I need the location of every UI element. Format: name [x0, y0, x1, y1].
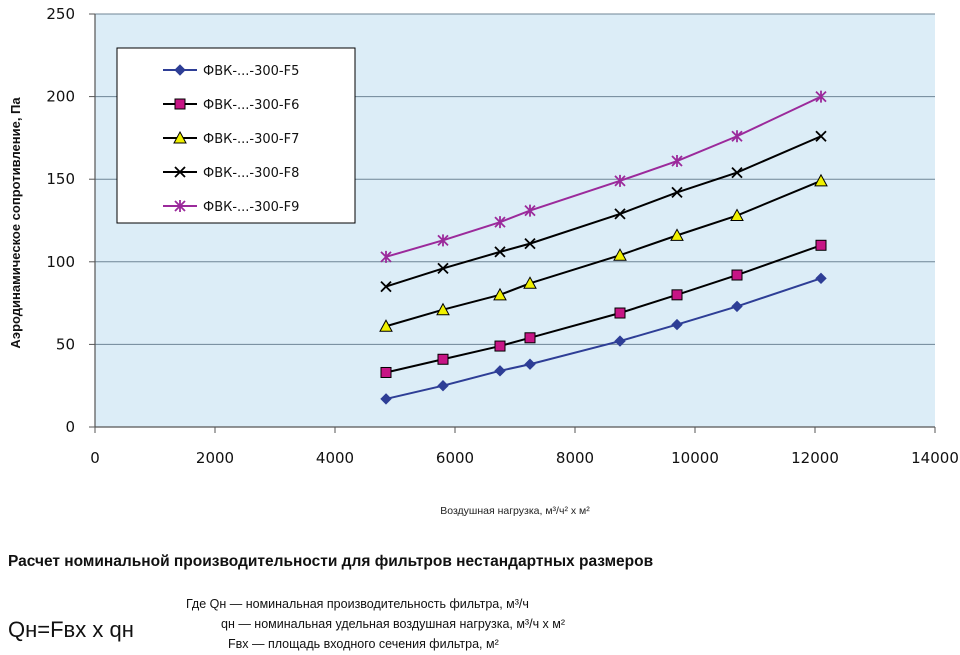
data-point: [174, 98, 186, 110]
data-point: [524, 204, 536, 217]
series-1: [380, 272, 827, 405]
y-tick-label: 150: [46, 170, 75, 188]
data-point: [814, 173, 828, 187]
definition-fvx: Fвх — площадь входного сечения фильтра, …: [228, 637, 499, 651]
data-point: [380, 366, 392, 378]
data-point: [731, 269, 743, 281]
data-point: [436, 302, 450, 316]
series-line: [385, 277, 822, 400]
legend-item: ФВК-...-300-F6: [163, 98, 299, 113]
series-5: [380, 90, 827, 263]
data-point: [173, 130, 187, 144]
data-point: [731, 166, 743, 179]
legend-box: [116, 47, 356, 224]
data-point: [437, 379, 449, 392]
data-point: [731, 130, 743, 143]
data-point: [174, 166, 186, 178]
data-point: [815, 90, 827, 103]
data-point: [174, 64, 186, 76]
legend-label: ФВК-...-300-F6: [203, 98, 299, 113]
data-point: [380, 280, 392, 293]
legend-label: ФВК-...-300-F8: [203, 166, 299, 181]
formula: Qн=Fвх х qн: [8, 617, 134, 642]
x-tick-label: 4000: [316, 449, 354, 467]
x-tick-label: 6000: [436, 449, 474, 467]
data-point: [524, 332, 536, 344]
legend-label: ФВК-...-300-F5: [203, 64, 299, 79]
x-axis-label: Воздушная нагрузка, м³/ч² х м²: [440, 505, 590, 517]
data-point: [379, 319, 393, 332]
data-point: [494, 340, 506, 352]
data-point: [437, 262, 449, 275]
y-axis-label: Аэродинамическое сопротивление, Па: [8, 97, 23, 349]
data-point: [670, 228, 684, 241]
legend-item: ФВК-...-300-F8: [163, 166, 299, 181]
data-point: [380, 250, 392, 263]
data-point: [815, 272, 827, 285]
data-point: [494, 365, 506, 377]
series-line: [385, 244, 822, 374]
data-point: [730, 208, 744, 222]
y-tick-label: 50: [56, 335, 75, 353]
series-line: [385, 95, 822, 258]
x-tick-label: 10000: [671, 449, 719, 467]
y-tick-label: 0: [65, 418, 75, 436]
data-point: [174, 200, 186, 212]
data-point: [494, 216, 506, 229]
legend-item: ФВК-...-300-F9: [163, 200, 299, 215]
data-point: [815, 130, 827, 142]
data-point: [671, 155, 683, 168]
data-point: [614, 174, 626, 187]
x-tick-label: 14000: [911, 449, 959, 467]
data-point: [613, 248, 627, 261]
data-point: [614, 208, 626, 220]
data-point: [437, 353, 449, 365]
x-tick-label: 0: [90, 449, 100, 467]
legend: ФВК-...-300-F5 ФВК-...-300-F6 ФВК-...-300-…: [116, 47, 356, 224]
data-point: [815, 239, 827, 251]
y-tick-labels: 0 50 100 150 200 250: [46, 5, 75, 436]
data-point: [380, 393, 392, 405]
definition-qn-total: Где Qн — номинальная производительность …: [186, 597, 529, 611]
data-point: [524, 237, 536, 250]
legend-label: ФВК-...-300-F9: [203, 200, 299, 215]
data-point: [493, 287, 507, 301]
x-tick-label: 12000: [791, 449, 839, 467]
definition-qn-specific: qн — номинальная удельная воздушная нагр…: [221, 617, 566, 631]
x-tick-label: 8000: [556, 449, 594, 467]
legend-item: ФВК-...-300-F7: [163, 130, 299, 147]
data-point: [523, 276, 537, 289]
legend-item: ФВК-...-300-F5: [163, 64, 299, 79]
data-point: [437, 234, 449, 247]
data-point: [494, 246, 506, 258]
y-tick-label: 200: [46, 88, 75, 106]
data-point: [671, 186, 683, 199]
data-point: [614, 335, 626, 347]
series-4: [380, 130, 827, 293]
data-point: [671, 289, 683, 301]
legend-label: ФВК-...-300-F7: [203, 132, 299, 147]
axes: [89, 13, 936, 433]
section-title: Расчет номинальной производительности дл…: [8, 553, 654, 570]
data-point: [731, 300, 743, 313]
y-tick-label: 100: [46, 253, 75, 271]
series-2: [380, 239, 827, 378]
series-line: [385, 135, 822, 288]
series-3: [379, 173, 828, 332]
x-tick-label: 2000: [196, 449, 234, 467]
data-point: [524, 358, 536, 370]
x-tick-labels: 0 2000 4000 6000 8000 10000 12000 14000: [90, 449, 959, 467]
series-layer: [379, 90, 828, 405]
data-point: [614, 307, 626, 319]
line-chart: 0 2000 4000 6000 8000 10000 12000 14000 0 50 100 1…: [8, 5, 959, 517]
y-tick-label: 250: [46, 5, 75, 23]
data-point: [671, 318, 683, 331]
series-line: [385, 179, 822, 328]
